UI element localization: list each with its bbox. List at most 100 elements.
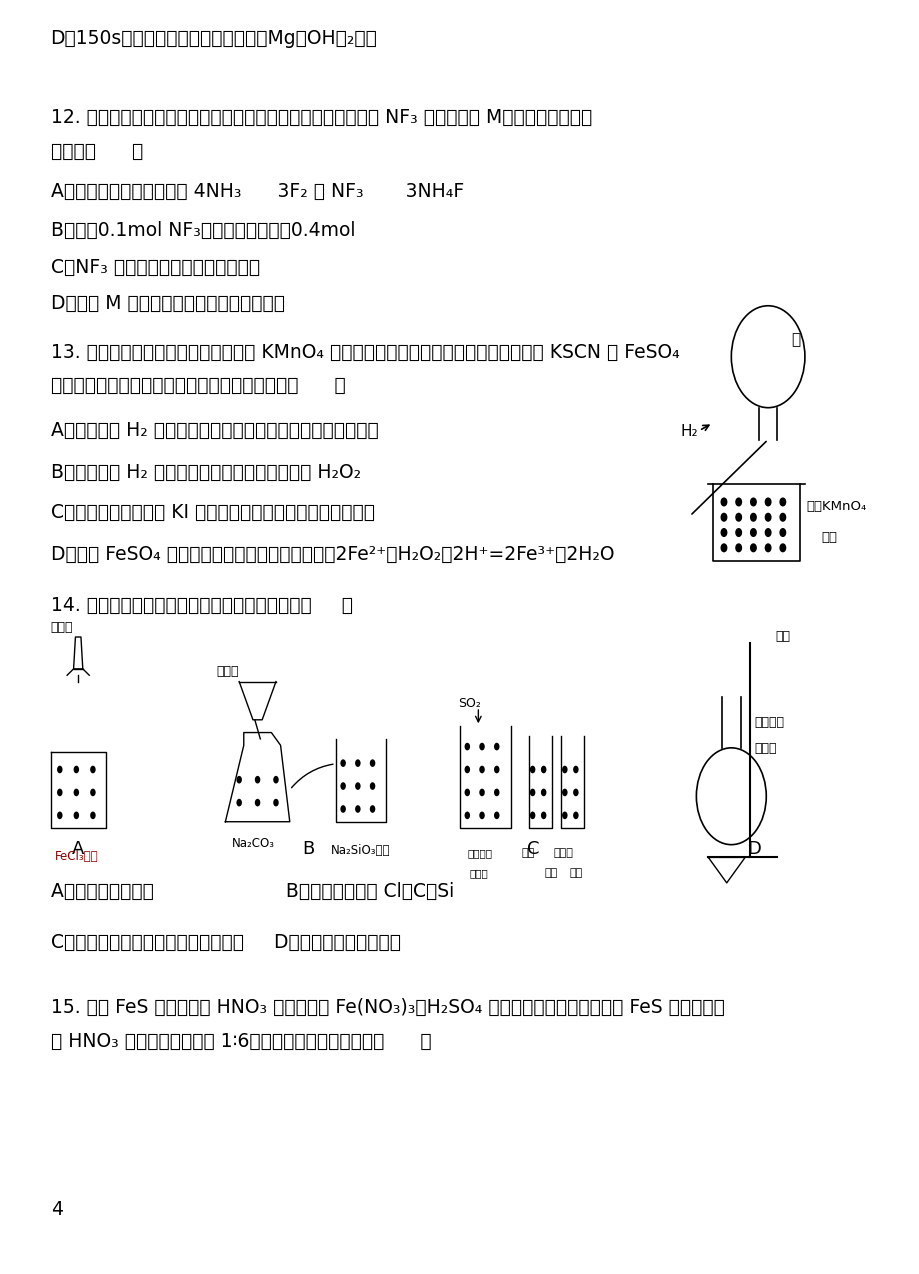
Text: SO₂: SO₂ <box>458 697 481 710</box>
Text: 稀盐酸: 稀盐酸 <box>51 620 73 633</box>
Circle shape <box>562 766 567 773</box>
Circle shape <box>57 789 62 796</box>
Text: Na₂SiO₃溶液: Na₂SiO₃溶液 <box>331 843 391 856</box>
Text: B: B <box>301 840 314 857</box>
Text: 12. 在铜的催化作用下氨气与氟气反应，得到一种三角锥形分子 NF₃ 和一种铵盐 M，下列有关说法错: 12. 在铜的催化作用下氨气与氟气反应，得到一种三角锥形分子 NF₃ 和一种铵盐… <box>51 108 591 127</box>
Circle shape <box>369 805 375 813</box>
Text: A．该反应的化学方程式为 4NH₃      3F₂ ＝ NF₃       3NH₄F: A．该反应的化学方程式为 4NH₃ 3F₂ ＝ NF₃ 3NH₄F <box>51 182 463 201</box>
Circle shape <box>369 759 375 767</box>
Circle shape <box>236 776 242 784</box>
Circle shape <box>720 513 726 521</box>
Circle shape <box>529 812 535 819</box>
Circle shape <box>573 789 578 796</box>
Circle shape <box>562 789 567 796</box>
Circle shape <box>779 498 785 506</box>
Circle shape <box>765 513 770 521</box>
Circle shape <box>90 766 96 773</box>
Text: 溶液: 溶液 <box>544 869 557 879</box>
Circle shape <box>464 766 470 773</box>
Circle shape <box>494 766 499 773</box>
Text: 灰水: 灰水 <box>569 869 582 879</box>
Circle shape <box>750 498 755 506</box>
Text: 酸性高锰: 酸性高锰 <box>467 848 492 859</box>
Circle shape <box>273 776 278 784</box>
Circle shape <box>720 498 726 506</box>
Text: C．NF₃ 既是氧化产物，又是还原产物: C．NF₃ 既是氧化产物，又是还原产物 <box>51 257 259 276</box>
Circle shape <box>720 544 726 552</box>
Circle shape <box>562 812 567 819</box>
Circle shape <box>540 789 546 796</box>
Circle shape <box>90 812 96 819</box>
Text: 冰: 冰 <box>790 333 800 347</box>
Circle shape <box>464 743 470 750</box>
Circle shape <box>74 766 79 773</box>
Text: 消石灰: 消石灰 <box>754 741 776 754</box>
Circle shape <box>355 759 360 767</box>
Text: 4: 4 <box>51 1200 62 1219</box>
Circle shape <box>735 513 741 521</box>
Circle shape <box>750 513 755 521</box>
Circle shape <box>57 812 62 819</box>
Text: 的 HNO₃ 的物质的量之比为 1∶6，则该反应的还原产物是（      ）: 的 HNO₃ 的物质的量之比为 1∶6，则该反应的还原产物是（ ） <box>51 1032 431 1051</box>
Text: 澄清石: 澄清石 <box>553 848 573 859</box>
Text: 稀盐酸: 稀盐酸 <box>216 665 238 678</box>
Circle shape <box>573 812 578 819</box>
Text: 15. 已知 FeS 与某浓度的 HNO₃ 反应时生成 Fe(NO₃)₃、H₂SO₄ 和某一单一的还原产物，若 FeS 和参与反应: 15. 已知 FeS 与某浓度的 HNO₃ 反应时生成 Fe(NO₃)₃、H₂S… <box>51 998 723 1017</box>
Circle shape <box>236 799 242 806</box>
Circle shape <box>57 766 62 773</box>
Text: C．将烧杯中溶液换成 KI 淀粉溶液也能验证生成物具有还原性: C．将烧杯中溶液换成 KI 淀粉溶液也能验证生成物具有还原性 <box>51 503 374 522</box>
Text: Na₂CO₃: Na₂CO₃ <box>232 837 275 850</box>
Circle shape <box>464 789 470 796</box>
Circle shape <box>464 812 470 819</box>
Circle shape <box>479 789 484 796</box>
Text: A．制备氢氧化亚铁                      B．验证非金属性 Cl＞C＞Si: A．制备氢氧化亚铁 B．验证非金属性 Cl＞C＞Si <box>51 882 453 901</box>
Text: 13. 如图所示的实验，发现烧杯中酸性 KMnO₄ 溶液褪色。若将烧杯中的溶液换成含有少量 KSCN 的 FeSO₄: 13. 如图所示的实验，发现烧杯中酸性 KMnO₄ 溶液褪色。若将烧杯中的溶液换… <box>51 343 678 362</box>
Circle shape <box>540 812 546 819</box>
Circle shape <box>779 544 785 552</box>
Text: 品红: 品红 <box>521 848 534 859</box>
Text: D．酸性 FeSO₄ 溶液中加入双氧水的离子反应为：2Fe²⁺＋H₂O₂＋2H⁺=2Fe³⁺＋2H₂O: D．酸性 FeSO₄ 溶液中加入双氧水的离子反应为：2Fe²⁺＋H₂O₂＋2H⁺… <box>51 545 613 564</box>
Text: C: C <box>527 840 539 857</box>
Circle shape <box>735 498 741 506</box>
Circle shape <box>494 743 499 750</box>
Circle shape <box>540 766 546 773</box>
Circle shape <box>340 805 346 813</box>
Text: A．该条件下 H₂ 燃烧生成了既具有氧化性又具有还原性的物质: A．该条件下 H₂ 燃烧生成了既具有氧化性又具有还原性的物质 <box>51 420 378 440</box>
Text: 酸溶液: 酸溶液 <box>469 869 487 879</box>
Text: B．生成0.1mol NF₃时被氧化的氮气是0.4mol: B．生成0.1mol NF₃时被氧化的氮气是0.4mol <box>51 220 355 240</box>
Circle shape <box>479 743 484 750</box>
Circle shape <box>355 805 360 813</box>
Text: C．检验二氧化硫中是否混有二氧化碳     D．实验室制取并收集氨: C．检验二氧化硫中是否混有二氧化碳 D．实验室制取并收集氨 <box>51 933 400 952</box>
Circle shape <box>529 789 535 796</box>
Circle shape <box>74 789 79 796</box>
Text: D．铵盐 M 中既含有离子键，又含有共价键: D．铵盐 M 中既含有离子键，又含有共价键 <box>51 294 284 313</box>
Circle shape <box>735 529 741 536</box>
Text: 酸性KMnO₄: 酸性KMnO₄ <box>806 499 866 512</box>
Circle shape <box>573 766 578 773</box>
Circle shape <box>74 812 79 819</box>
Circle shape <box>340 782 346 790</box>
Text: 14. 下列药品和装置合理且能完成相应实验的是（     ）: 14. 下列药品和装置合理且能完成相应实验的是（ ） <box>51 596 352 615</box>
Circle shape <box>479 812 484 819</box>
Circle shape <box>273 799 278 806</box>
Text: FeCl₃溶液: FeCl₃溶液 <box>55 850 98 862</box>
Text: 棉花: 棉花 <box>775 629 789 642</box>
Circle shape <box>529 766 535 773</box>
Text: 溶液: 溶液 <box>821 531 836 544</box>
Circle shape <box>735 544 741 552</box>
Text: H₂: H₂ <box>680 424 698 438</box>
Circle shape <box>750 529 755 536</box>
Circle shape <box>720 529 726 536</box>
Circle shape <box>355 782 360 790</box>
Circle shape <box>255 799 260 806</box>
Circle shape <box>255 776 260 784</box>
Text: A: A <box>72 840 85 857</box>
Circle shape <box>340 759 346 767</box>
Circle shape <box>779 513 785 521</box>
Text: 溶液，溶液呈血红色。判断下列说法中错误的是（      ）: 溶液，溶液呈血红色。判断下列说法中错误的是（ ） <box>51 376 345 395</box>
Circle shape <box>765 544 770 552</box>
Circle shape <box>369 782 375 790</box>
Text: D．150s后溶液浊度下降是因为生成的Mg（OH）₂沉降: D．150s后溶液浊度下降是因为生成的Mg（OH）₂沉降 <box>51 29 377 48</box>
Circle shape <box>750 544 755 552</box>
Circle shape <box>765 529 770 536</box>
